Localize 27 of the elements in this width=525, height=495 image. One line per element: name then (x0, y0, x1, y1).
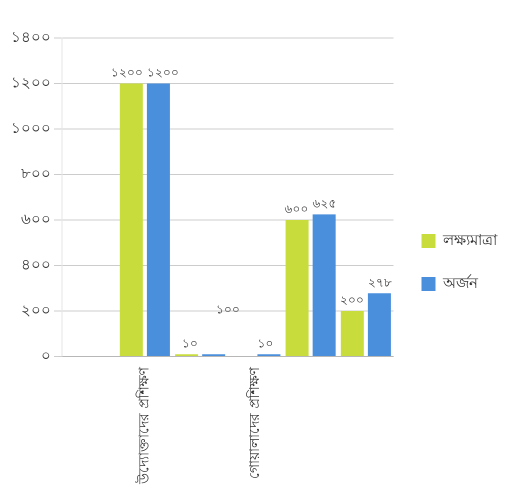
x-tick-label: গোয়ালাদের প্রশিক্ষণ (246, 366, 264, 480)
data-label: ১০ (257, 336, 274, 350)
data-label: ২৭৮ (368, 275, 392, 290)
y-tick-label: ১৪০০ (11, 28, 51, 46)
data-label: ১২০০ (146, 66, 179, 80)
y-tick-label: ১০০০ (11, 118, 51, 137)
y-tick-label: ৮০০ (21, 164, 51, 182)
y-tick-label: ১২০০ (11, 73, 51, 92)
x-tick-label: উদ্যোক্তাদের প্রশিক্ষণ (136, 366, 153, 486)
data-label: ২০০ (340, 293, 364, 308)
data-label: ১০ (182, 336, 198, 350)
y-tick-label: ৬০০ (21, 210, 51, 228)
annotation: ১০০ (216, 302, 240, 317)
y-tick-label: ২০০ (21, 300, 51, 319)
legend-label: লক্ষ্যমাত্রা (442, 230, 498, 249)
data-label: ১২০০ (110, 66, 143, 80)
y-tick-label: ৪০০ (21, 255, 51, 274)
legend-label: অর্জন (442, 274, 479, 292)
data-label: ৬০০ (284, 202, 309, 216)
data-label: ৬২৫ (312, 196, 337, 210)
bar (120, 84, 143, 356)
bar (286, 220, 309, 356)
bar (312, 214, 336, 356)
bar (340, 311, 364, 356)
y-tick-label: ০ (41, 346, 51, 364)
bar (146, 84, 170, 356)
bar (368, 293, 391, 356)
